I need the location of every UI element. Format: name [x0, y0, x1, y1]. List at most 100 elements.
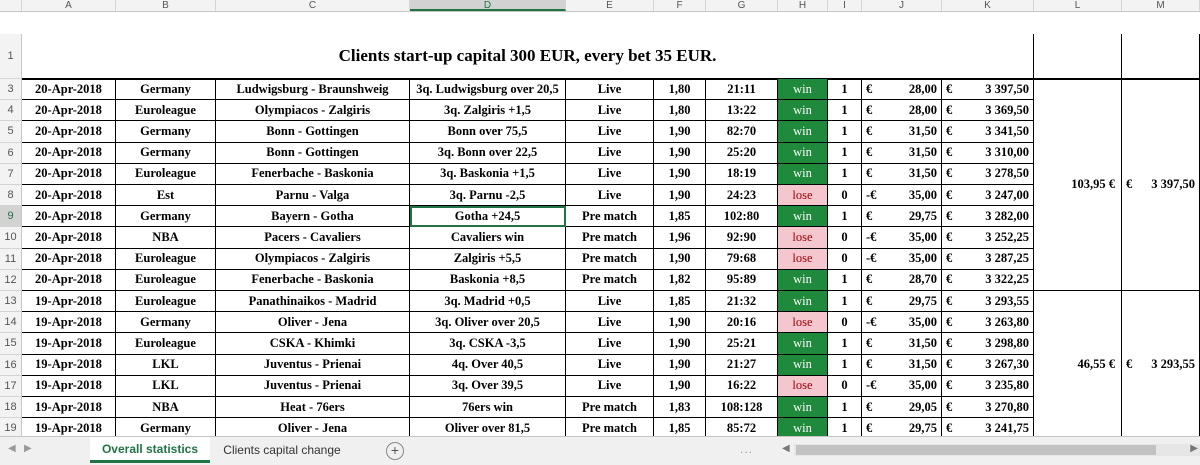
cell-result[interactable]: 95:89: [706, 269, 778, 291]
cell-date[interactable]: 19-Apr-2018: [22, 312, 116, 334]
cell-one-zero[interactable]: 1: [828, 100, 862, 122]
cell-bet[interactable]: 3q. Parnu -2,5: [410, 185, 566, 207]
cell-day-capital-change[interactable]: 46,55 €: [1034, 291, 1122, 436]
cell-profit-loss[interactable]: -€ 35,00: [862, 312, 942, 334]
column-header-e[interactable]: E: [566, 0, 654, 11]
row-header-9[interactable]: 9: [0, 206, 22, 228]
row-header-11[interactable]: 11: [0, 248, 22, 270]
cell-game[interactable]: Parnu - Valga: [216, 185, 410, 207]
tab-overall-statistics[interactable]: Overall statistics: [90, 437, 210, 463]
cell-league[interactable]: LKL: [116, 375, 216, 397]
row-header-1[interactable]: 1: [0, 34, 22, 79]
cell-result[interactable]: 24:23: [706, 185, 778, 207]
cell-date[interactable]: 19-Apr-2018: [22, 291, 116, 313]
cell-bet[interactable]: 3q. Ludwigsburg over 20,5: [410, 79, 566, 101]
cell-win-loss-lose[interactable]: lose: [778, 185, 828, 207]
cell-profit-loss[interactable]: €29,05: [862, 397, 942, 419]
row-header-12[interactable]: 12: [0, 269, 22, 291]
cell-match-type[interactable]: Pre match: [566, 418, 654, 436]
cell-bet[interactable]: 4q. Over 40,5: [410, 354, 566, 376]
column-header-d[interactable]: D: [410, 0, 566, 11]
cell-client-capital[interactable]: €3 397,50: [942, 79, 1034, 101]
row-header-5[interactable]: 5: [0, 121, 22, 143]
cell-win-loss-win[interactable]: win: [778, 354, 828, 376]
cell-client-capital[interactable]: €3 263,80: [942, 312, 1034, 334]
cell-one-zero[interactable]: 0: [828, 185, 862, 207]
cell-day-end-capital[interactable]: €3 397,50: [1122, 79, 1200, 291]
row-header-6[interactable]: 6: [0, 142, 22, 164]
cell-win-loss-win[interactable]: win: [778, 397, 828, 419]
cell-game[interactable]: Olympiacos - Zalgiris: [216, 100, 410, 122]
tab-scroll-right-icon[interactable]: ▶: [24, 443, 32, 454]
cell-client-capital[interactable]: €3 267,30: [942, 354, 1034, 376]
cell-one-zero[interactable]: 1: [828, 333, 862, 355]
cell-client-capital[interactable]: €3 270,80: [942, 397, 1034, 419]
cell-win-loss-lose[interactable]: lose: [778, 227, 828, 249]
row-header-16[interactable]: 16: [0, 354, 22, 376]
cell-result[interactable]: 20:16: [706, 312, 778, 334]
cell-match-type[interactable]: Live: [566, 354, 654, 376]
cell-profit-loss[interactable]: €31,50: [862, 121, 942, 143]
cell-client-capital[interactable]: €3 282,00: [942, 206, 1034, 228]
row-header-13[interactable]: 13: [0, 291, 22, 313]
cell-profit-loss[interactable]: -€ 35,00: [862, 375, 942, 397]
cell-one-zero[interactable]: 1: [828, 142, 862, 164]
scroll-right-arrow-icon[interactable]: ▶: [1190, 443, 1198, 454]
cell-result[interactable]: 85:72: [706, 418, 778, 436]
cell-odd[interactable]: 1,90: [654, 312, 706, 334]
cell-win-loss-win[interactable]: win: [778, 206, 828, 228]
cell-league[interactable]: Euroleague: [116, 333, 216, 355]
row-header-18[interactable]: 18: [0, 397, 22, 419]
column-header-c[interactable]: C: [216, 0, 410, 11]
cell-win-loss-lose[interactable]: lose: [778, 312, 828, 334]
cell-client-capital[interactable]: €3 293,55: [942, 291, 1034, 313]
cell-match-type[interactable]: Pre match: [566, 397, 654, 419]
cell-one-zero[interactable]: 1: [828, 206, 862, 228]
cell-date[interactable]: 20-Apr-2018: [22, 142, 116, 164]
cell-win-loss-win[interactable]: win: [778, 291, 828, 313]
cell-odd[interactable]: 1,90: [654, 354, 706, 376]
cell-league[interactable]: Euroleague: [116, 291, 216, 313]
cell-client-capital[interactable]: €3 252,25: [942, 227, 1034, 249]
cell-client-capital[interactable]: €3 298,80: [942, 333, 1034, 355]
cell-one-zero[interactable]: 0: [828, 248, 862, 270]
cell-result[interactable]: 25:21: [706, 333, 778, 355]
cell-match-type[interactable]: Live: [566, 100, 654, 122]
cell-win-loss-lose[interactable]: lose: [778, 375, 828, 397]
cell-match-type[interactable]: Live: [566, 333, 654, 355]
cell-result[interactable]: 82:70: [706, 121, 778, 143]
cell-league[interactable]: Euroleague: [116, 163, 216, 185]
cell-game[interactable]: Bonn - Gottingen: [216, 121, 410, 143]
cell-bet[interactable]: Gotha +24,5: [410, 206, 566, 228]
cell-bet[interactable]: Baskonia +8,5: [410, 269, 566, 291]
cell-one-zero[interactable]: 1: [828, 163, 862, 185]
cell-result[interactable]: 92:90: [706, 227, 778, 249]
row-header-3[interactable]: 3: [0, 79, 22, 101]
column-header-f[interactable]: F: [654, 0, 706, 11]
cell-day-capital-change[interactable]: 103,95 €: [1034, 79, 1122, 291]
cell-odd[interactable]: 1,80: [654, 79, 706, 101]
cell-odd[interactable]: 1,90: [654, 121, 706, 143]
cell-odd[interactable]: 1,82: [654, 269, 706, 291]
cell-result[interactable]: 18:19: [706, 163, 778, 185]
cell-league[interactable]: LKL: [116, 354, 216, 376]
cell-win-loss-win[interactable]: win: [778, 100, 828, 122]
cell-result[interactable]: 102:80: [706, 206, 778, 228]
cell-league[interactable]: Germany: [116, 121, 216, 143]
cell-bet[interactable]: Cavaliers win: [410, 227, 566, 249]
cell-game[interactable]: Bayern - Gotha: [216, 206, 410, 228]
cell-date[interactable]: 19-Apr-2018: [22, 354, 116, 376]
cell-league[interactable]: NBA: [116, 397, 216, 419]
cell-profit-loss[interactable]: €29,75: [862, 291, 942, 313]
cell-odd[interactable]: 1,80: [654, 100, 706, 122]
cell-league[interactable]: NBA: [116, 227, 216, 249]
cell-game[interactable]: Heat - 76ers: [216, 397, 410, 419]
cell-league[interactable]: Germany: [116, 206, 216, 228]
cell-one-zero[interactable]: 0: [828, 375, 862, 397]
horizontal-scrollbar[interactable]: ◀ ▶: [780, 441, 1200, 459]
cell-profit-loss[interactable]: €28,00: [862, 79, 942, 101]
cell-result[interactable]: 79:68: [706, 248, 778, 270]
cell-match-type[interactable]: Live: [566, 163, 654, 185]
cell-match-type[interactable]: Pre match: [566, 206, 654, 228]
cell-date[interactable]: 19-Apr-2018: [22, 375, 116, 397]
